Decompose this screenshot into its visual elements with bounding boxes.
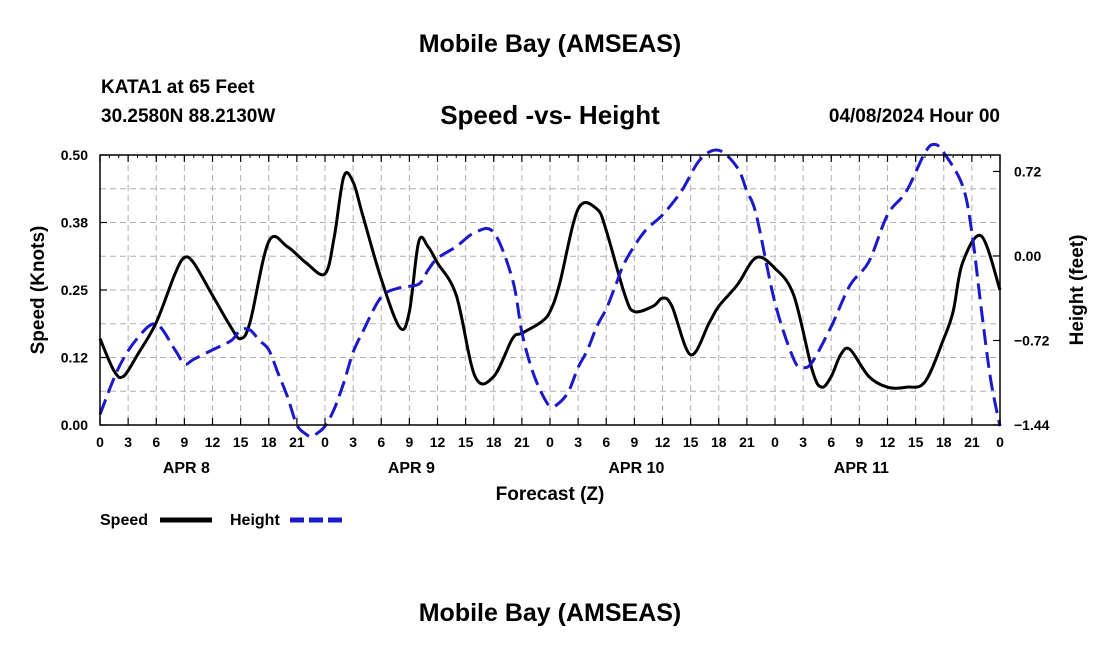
y-tick-label: 0.00 bbox=[61, 417, 88, 433]
station-label: KATA1 at 65 Feet bbox=[101, 77, 255, 98]
footer-title: Mobile Bay (AMSEAS) bbox=[418, 599, 682, 627]
y2-tick-label: 0.72 bbox=[1014, 163, 1041, 179]
y2-tick-label: 0.00 bbox=[1014, 248, 1041, 264]
legend-height-label: Height bbox=[230, 512, 280, 529]
legend: Speed Height bbox=[100, 512, 342, 529]
x-tick-label: 9 bbox=[630, 434, 638, 450]
main-title: Mobile Bay (AMSEAS) bbox=[418, 30, 682, 58]
x-tick-label: 6 bbox=[152, 434, 160, 450]
x-tick-label: 3 bbox=[574, 434, 582, 450]
x-tick-label: 15 bbox=[233, 434, 249, 450]
y-axis-title: Speed (Knots) bbox=[28, 226, 49, 355]
x-tick-label: 0 bbox=[321, 434, 329, 450]
y-tick-label: 0.25 bbox=[61, 282, 88, 298]
x-tick-label: 6 bbox=[602, 434, 610, 450]
x-tick-label: 21 bbox=[739, 434, 755, 450]
x-tick-label: 0 bbox=[546, 434, 554, 450]
x-tick-label: 3 bbox=[799, 434, 807, 450]
x-tick-label: 0 bbox=[96, 434, 104, 450]
x-tick-label: 18 bbox=[261, 434, 277, 450]
x-axis-title: Forecast (Z) bbox=[496, 484, 605, 505]
x-tick-label: 9 bbox=[180, 434, 188, 450]
series-speed-line bbox=[98, 171, 1002, 390]
series-height-line bbox=[98, 142, 1002, 439]
day-label: APR 11 bbox=[834, 460, 889, 477]
x-tick-label: 12 bbox=[655, 434, 671, 450]
y-tick-label: 0.50 bbox=[61, 147, 88, 163]
x-tick-label: 12 bbox=[880, 434, 896, 450]
x-tick-label: 21 bbox=[289, 434, 305, 450]
tick-labels: 0 3 6 9 12 15 18 21 0 3 6 9 12 15 18 21 0 3 6 9 12 15 18 21 0 3 6 9… bbox=[61, 147, 1050, 477]
x-tick-label: 21 bbox=[514, 434, 530, 450]
y-tick-label: 0.38 bbox=[61, 215, 88, 231]
forecast-datetime: 04/08/2024 Hour 00 bbox=[828, 106, 1000, 127]
tick-marks bbox=[99, 154, 1001, 426]
day-label: APR 9 bbox=[388, 460, 435, 477]
grid-lines bbox=[99, 154, 1001, 426]
y2-axis-title: Height (feet) bbox=[1067, 235, 1088, 346]
series-layer bbox=[98, 142, 1002, 439]
x-tick-label: 3 bbox=[349, 434, 357, 450]
x-tick-label: 9 bbox=[405, 434, 413, 450]
x-tick-label: 3 bbox=[124, 434, 132, 450]
x-tick-label: 6 bbox=[827, 434, 835, 450]
day-label: APR 10 bbox=[608, 460, 664, 477]
x-tick-label: 12 bbox=[430, 434, 446, 450]
y-tick-label: 0.12 bbox=[61, 350, 88, 366]
legend-speed-label: Speed bbox=[100, 512, 148, 529]
x-tick-label: 15 bbox=[683, 434, 699, 450]
coordinates-label: 30.2580N 88.2130W bbox=[101, 106, 276, 127]
x-tick-label: 15 bbox=[458, 434, 474, 450]
x-tick-label: 6 bbox=[377, 434, 385, 450]
x-tick-label: 21 bbox=[964, 434, 980, 450]
x-tick-label: 12 bbox=[205, 434, 221, 450]
x-tick-label: 9 bbox=[855, 434, 863, 450]
x-tick-label: 18 bbox=[486, 434, 502, 450]
x-tick-label: 18 bbox=[936, 434, 952, 450]
x-tick-label: 18 bbox=[711, 434, 727, 450]
chart-subtitle: Speed -vs- Height bbox=[440, 100, 660, 130]
x-tick-label: 0 bbox=[996, 434, 1004, 450]
y2-tick-label: −0.72 bbox=[1014, 332, 1050, 348]
x-tick-label: 15 bbox=[908, 434, 924, 450]
x-tick-label: 0 bbox=[771, 434, 779, 450]
day-label: APR 8 bbox=[163, 460, 210, 477]
y2-tick-label: −1.44 bbox=[1014, 417, 1050, 433]
